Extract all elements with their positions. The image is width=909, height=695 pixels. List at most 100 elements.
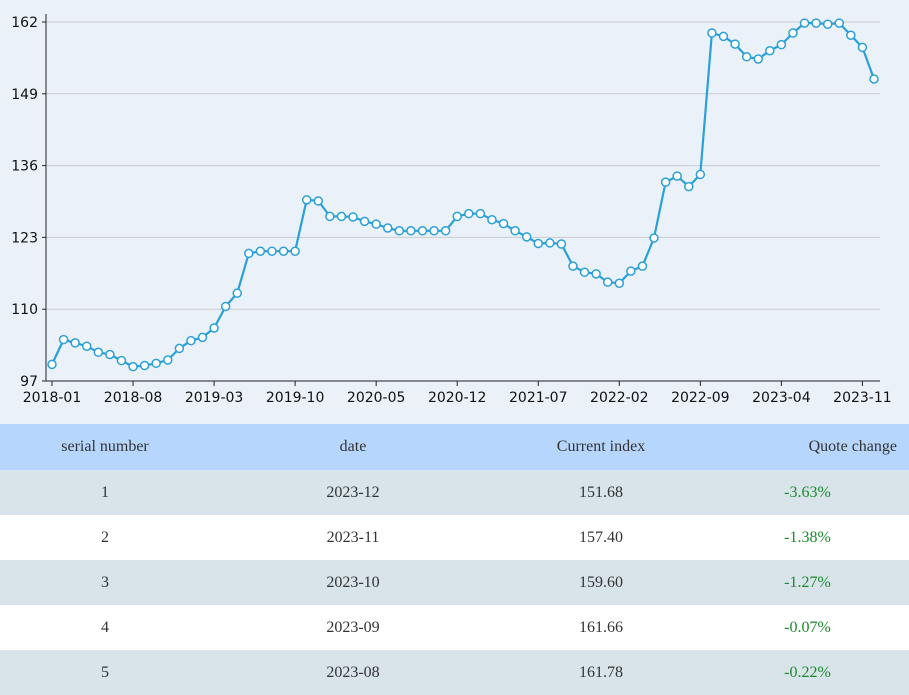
x-tick-label: 2020-05	[347, 390, 406, 406]
data-point	[545, 238, 555, 248]
index-cell: 161.66	[496, 605, 706, 650]
y-tick-label: 97	[20, 374, 38, 390]
data-point	[359, 216, 370, 227]
data-point	[765, 45, 775, 56]
serial-cell: 2	[0, 515, 210, 560]
data-point	[313, 196, 324, 206]
data-point	[718, 31, 729, 42]
data-point	[255, 246, 266, 256]
data-point	[637, 261, 648, 271]
table-header-row: serial number date Current index Quote c…	[0, 424, 909, 470]
series-line	[51, 22, 876, 368]
data-point	[753, 54, 763, 64]
y-tick-label: 136	[11, 159, 38, 175]
data-point	[163, 355, 173, 365]
x-tick-label: 2023-04	[752, 390, 811, 406]
data-point	[510, 226, 520, 236]
data-point	[81, 341, 92, 351]
date-cell: 2023-12	[210, 470, 496, 515]
data-point	[371, 219, 381, 229]
table-row[interactable]: 2 2023-11 157.40 -1.38%	[0, 515, 909, 560]
data-point	[672, 171, 682, 181]
table-row[interactable]: 3 2023-10 159.60 -1.27%	[0, 560, 909, 605]
table-row[interactable]: 5 2023-08 161.78 -0.22%	[0, 650, 909, 695]
x-tick-label: 2018-01	[23, 390, 82, 406]
data-point	[197, 332, 208, 343]
data-point	[139, 360, 150, 371]
data-point	[151, 358, 161, 369]
data-point	[429, 226, 439, 236]
y-tick-label: 149	[11, 87, 38, 103]
x-tick-label: 2023-11	[833, 390, 892, 406]
y-axis-ticks: 97 110 123 136 149 162	[11, 15, 46, 390]
data-point	[684, 181, 694, 192]
x-axis-ticks: 2018-01 2018-08 2019-03 2019-10 2020-05 2020-…	[23, 381, 892, 406]
x-tick-label: 2019-10	[266, 390, 325, 406]
data-point	[244, 248, 254, 259]
data-point	[614, 278, 625, 288]
y-tick-label: 162	[11, 15, 38, 31]
x-tick-label: 2020-12	[428, 390, 487, 406]
data-point	[348, 212, 358, 222]
x-tick-label: 2018-08	[104, 390, 163, 406]
data-point	[336, 211, 347, 222]
change-cell: -3.63%	[706, 470, 909, 515]
data-point	[475, 208, 486, 219]
data-point	[301, 195, 312, 205]
data-point	[487, 214, 497, 225]
change-cell: -0.22%	[706, 650, 909, 695]
data-point	[649, 233, 659, 243]
data-point	[730, 39, 740, 49]
serial-cell: 3	[0, 560, 210, 605]
data-point	[406, 226, 416, 236]
quote-table: serial number date Current index Quote c…	[0, 424, 909, 695]
data-point	[799, 18, 810, 28]
data-point	[417, 226, 428, 236]
date-cell: 2023-11	[210, 515, 496, 560]
data-point	[602, 277, 613, 287]
table-row[interactable]: 1 2023-12 151.68 -3.63%	[0, 470, 909, 515]
data-point	[498, 218, 509, 229]
index-cell: 159.60	[496, 560, 706, 605]
header-date[interactable]: date	[210, 424, 496, 470]
data-point	[741, 52, 752, 62]
data-point	[660, 177, 671, 187]
data-point	[707, 28, 717, 38]
data-point	[464, 208, 474, 219]
x-tick-label: 2022-09	[671, 390, 730, 406]
header-serial-number[interactable]: serial number	[0, 424, 210, 470]
date-cell: 2023-09	[210, 605, 496, 650]
y-tick-label: 123	[11, 230, 38, 246]
header-quote-change[interactable]: Quote change	[706, 424, 909, 470]
data-point	[626, 266, 636, 276]
data-point	[116, 355, 127, 366]
data-point	[325, 211, 335, 222]
data-point	[278, 246, 289, 256]
x-tick-label: 2019-03	[185, 390, 244, 406]
data-point	[556, 239, 567, 249]
data-point	[186, 335, 196, 346]
header-current-index[interactable]: Current index	[496, 424, 706, 470]
data-point	[440, 226, 451, 236]
date-cell: 2023-10	[210, 560, 496, 605]
data-point	[267, 246, 277, 256]
data-point	[776, 39, 787, 50]
x-tick-label: 2022-02	[590, 390, 649, 406]
data-point	[521, 232, 532, 242]
data-point	[591, 269, 601, 279]
data-point	[394, 226, 405, 236]
data-point	[834, 18, 845, 28]
chart-panel: 97 110 123 136 149 162 2018-01 2018-08 2019-03 2…	[0, 0, 909, 424]
data-point	[822, 19, 833, 29]
grid-lines	[46, 21, 880, 310]
serial-cell: 4	[0, 605, 210, 650]
date-cell: 2023-08	[210, 650, 496, 695]
data-point	[220, 301, 231, 312]
data-point	[290, 246, 300, 256]
y-tick-label: 110	[11, 302, 38, 318]
data-points	[47, 18, 879, 372]
table-row[interactable]: 4 2023-09 161.66 -0.07%	[0, 605, 909, 650]
serial-cell: 5	[0, 650, 210, 695]
data-point	[811, 18, 821, 28]
